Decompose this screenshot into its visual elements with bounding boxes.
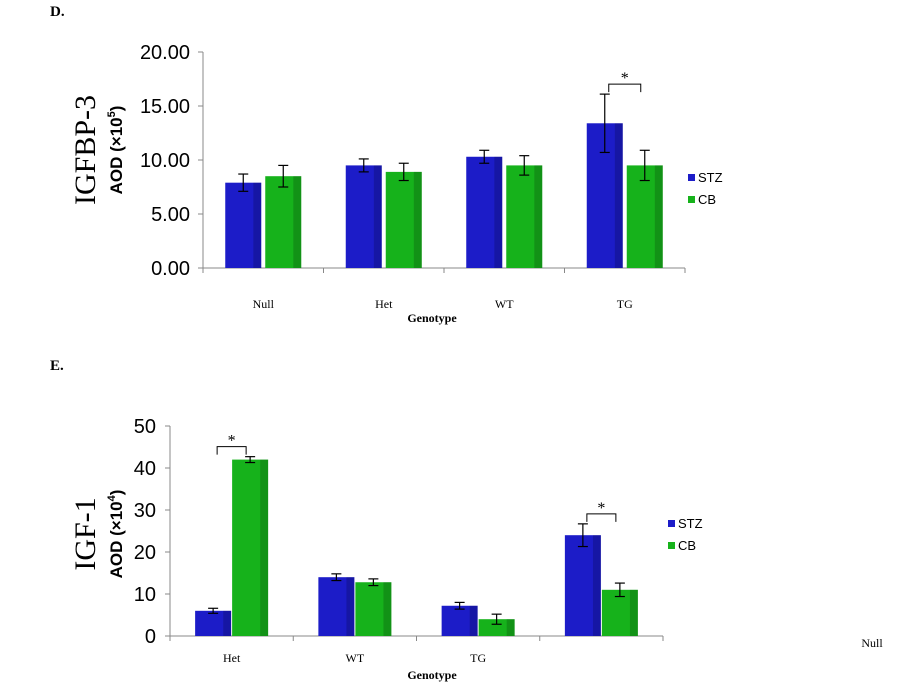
bar-shade xyxy=(506,619,515,636)
bar xyxy=(478,619,515,636)
x-axis-label: Genotype xyxy=(407,311,457,325)
significance-star: * xyxy=(228,433,236,450)
x-tick-label: TG xyxy=(470,651,486,665)
y-tick-label: 30 xyxy=(134,500,156,522)
bar-shade xyxy=(346,577,355,636)
bar xyxy=(601,589,638,636)
bar xyxy=(318,577,355,636)
bar-shade xyxy=(383,582,392,636)
legend-swatch xyxy=(688,196,695,203)
significance-bracket xyxy=(608,83,642,93)
y-tick-label: 10.00 xyxy=(140,150,190,172)
bar-shade xyxy=(534,165,543,268)
bar xyxy=(466,156,503,268)
bar xyxy=(195,610,232,636)
bar xyxy=(225,182,262,268)
bar-shade xyxy=(494,156,503,268)
y-unit-text: AOD (×10 xyxy=(107,501,126,578)
legend-label: STZ xyxy=(678,516,703,531)
x-tick-label: WT xyxy=(346,651,365,665)
y-unit-text: AOD (×10 xyxy=(107,117,126,194)
y-tick-label: 10 xyxy=(134,584,156,606)
bar-shade xyxy=(614,123,623,268)
bar xyxy=(345,165,382,268)
legend-swatch xyxy=(688,174,695,181)
x-tick-label: Het xyxy=(375,297,393,311)
bar-shade xyxy=(469,605,478,636)
bar-shade xyxy=(223,610,232,636)
y-unit-exponent: 5 xyxy=(106,111,118,117)
bar xyxy=(385,171,422,268)
panel-label: E. xyxy=(50,358,64,374)
significance-star: * xyxy=(621,70,629,87)
y-tick-label: 0.00 xyxy=(151,258,190,280)
bar-shade xyxy=(592,535,601,636)
x-tick-label: WT xyxy=(495,297,514,311)
y-axis-title: IGFBP-3 xyxy=(69,95,102,205)
y-axis-unit-label: AOD (×104) xyxy=(106,490,126,579)
bar xyxy=(564,535,601,636)
significance-bracket xyxy=(586,513,617,522)
bar xyxy=(232,459,269,636)
bar-shade xyxy=(629,589,638,636)
stray-category-label: Null xyxy=(861,636,883,650)
y-tick-label: 40 xyxy=(134,458,156,480)
bar-shade xyxy=(373,165,382,268)
x-tick-label: TG xyxy=(617,297,633,311)
legend-swatch xyxy=(668,520,675,527)
bar-shade xyxy=(413,171,422,268)
y-tick-label: 15.00 xyxy=(140,96,190,118)
panel-label: D. xyxy=(50,4,65,20)
bar xyxy=(506,165,543,268)
x-tick-label: Het xyxy=(223,651,241,665)
y-tick-label: 50 xyxy=(134,416,156,438)
y-axis-unit-label: AOD (×105) xyxy=(106,106,126,195)
y-tick-label: 20 xyxy=(134,542,156,564)
y-unit-exponent: 4 xyxy=(106,494,118,501)
bar-shade xyxy=(253,182,262,268)
significance-bracket xyxy=(216,446,247,455)
legend-swatch xyxy=(668,542,675,549)
y-tick-label: 0 xyxy=(145,626,156,648)
legend-label: STZ xyxy=(698,170,723,185)
y-tick-label: 5.00 xyxy=(151,204,190,226)
bar-shade xyxy=(260,459,269,636)
bar-shade xyxy=(654,165,663,268)
chart-panel-igf1: E. 0 10 20 30 40 50 Het WT TG * * Genotype Null IGF-1 A… xyxy=(50,358,883,682)
bar xyxy=(441,605,478,636)
y-unit-close: ) xyxy=(107,106,126,112)
x-tick-label: Null xyxy=(253,297,275,311)
legend-label: CB xyxy=(698,192,716,207)
y-unit-close: ) xyxy=(107,490,126,496)
y-tick-label: 20.00 xyxy=(140,42,190,64)
bar xyxy=(626,165,663,268)
bar xyxy=(355,582,392,636)
x-axis-label: Genotype xyxy=(407,668,457,682)
bar xyxy=(265,176,302,268)
legend-label: CB xyxy=(678,538,696,553)
chart-panel-igfbp3: D. 0.00 5.00 10.00 15.00 20.00 Null Het WT TG * Gen… xyxy=(50,4,723,325)
bar-shade xyxy=(293,176,302,268)
significance-star: * xyxy=(597,500,605,517)
y-axis-title: IGF-1 xyxy=(69,497,102,570)
